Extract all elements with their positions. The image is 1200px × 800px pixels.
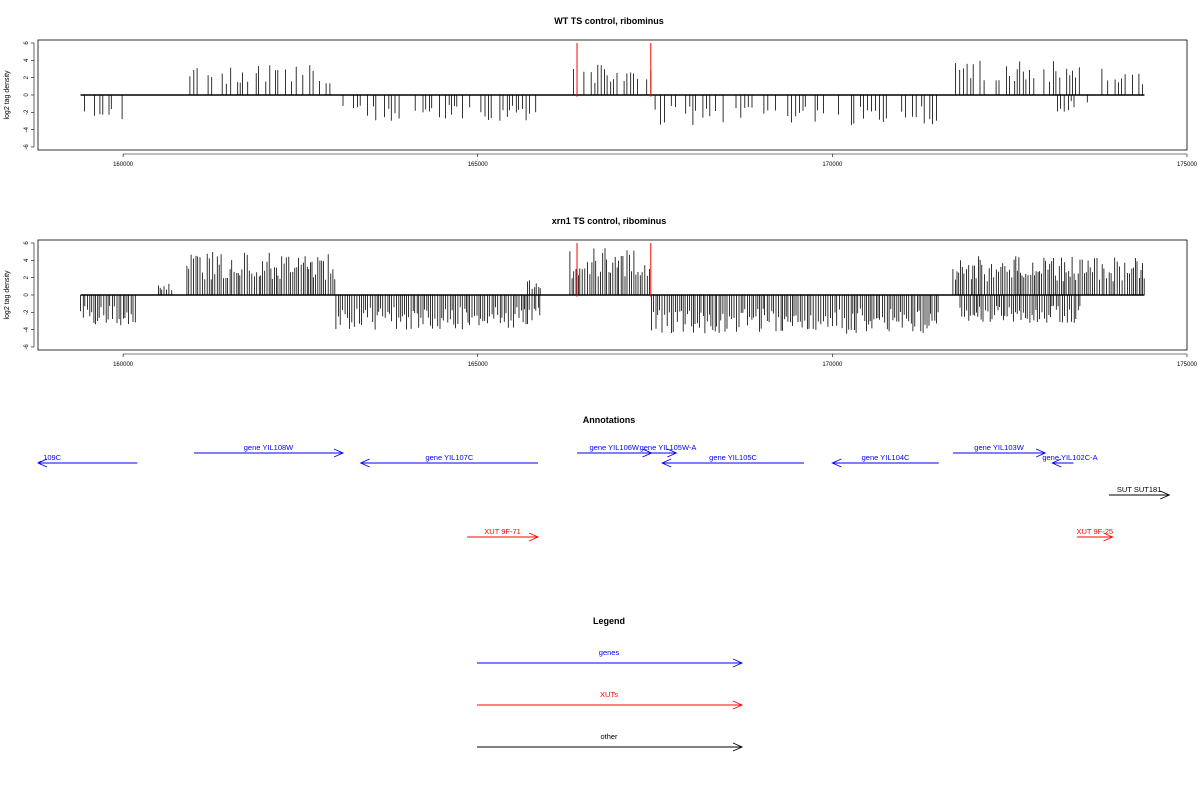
x-tick-label: 175000 xyxy=(1177,362,1198,368)
panel-title: WT TS control, ribominus xyxy=(554,16,664,26)
track-panel-wt: WT TS control, ribominus log2 tag densit… xyxy=(4,16,1198,168)
y-axis-label: log2 tag density xyxy=(4,70,11,120)
x-tick-label: 160000 xyxy=(113,362,134,368)
feature-label: gene YIL103W xyxy=(974,443,1024,452)
legend-title: Legend xyxy=(593,616,625,626)
axes: -6 -4 -2 0 2 4 6 160000 165000 170000 175000 xyxy=(24,241,1198,368)
panel-title: xrn1 TS control, ribominus xyxy=(552,216,667,226)
feature-label: gene YIL106W xyxy=(590,443,640,452)
feature-arrowhead xyxy=(1051,458,1062,468)
track-panel-xrn1: xrn1 TS control, ribominus log2 tag dens… xyxy=(4,216,1198,368)
feature-arrowhead xyxy=(831,458,842,468)
axes: -6 -4 -2 0 2 4 6 160000 165000 170000 175000 xyxy=(24,41,1198,168)
feature-arrowhead xyxy=(36,458,48,468)
bar-series xyxy=(80,243,1145,334)
y-tick-label: 6 xyxy=(24,41,30,45)
feature-label: XUT 9F-71 xyxy=(484,527,521,536)
feature-label: gene YIL105C xyxy=(709,453,757,462)
feature-label: gene YIL104C xyxy=(862,453,910,462)
y-tick-label: -2 xyxy=(24,309,30,315)
feature-label: gene YIL107C xyxy=(425,453,473,462)
y-tick-label: -4 xyxy=(24,126,30,132)
feature-arrowhead xyxy=(359,458,370,468)
legend-arrowhead xyxy=(732,658,744,668)
y-tick-label: -4 xyxy=(24,326,30,332)
legend-label: XUTs xyxy=(600,690,618,699)
y-tick-label: 0 xyxy=(24,93,30,97)
plot-frame xyxy=(37,39,1188,151)
y-tick-label: 4 xyxy=(24,258,30,262)
y-tick-label: -2 xyxy=(24,109,30,115)
y-tick-label: 2 xyxy=(24,75,30,79)
y-tick-label: 6 xyxy=(24,241,30,245)
feature-arrowhead xyxy=(667,448,678,458)
feature-arrowhead xyxy=(1035,448,1047,458)
feature-arrowhead xyxy=(1103,532,1114,542)
x-tick-label: 160000 xyxy=(113,162,134,168)
feature-label: gene YIL105W-A xyxy=(640,443,697,452)
y-tick-label: 4 xyxy=(24,58,30,62)
feature-label: XUT 9F-25 xyxy=(1077,527,1114,536)
legend-label: genes xyxy=(599,648,620,657)
x-tick-label: 170000 xyxy=(822,162,843,168)
legend-arrowhead xyxy=(732,700,744,710)
feature-label: gene YIL108W xyxy=(244,443,294,452)
legend-items: genes XUTs other xyxy=(477,648,744,752)
legend: Legend genes XUTs other xyxy=(477,616,744,752)
x-tick-label: 165000 xyxy=(468,162,489,168)
feature-label: SUT SUT181 xyxy=(1117,485,1161,494)
feature-arrowhead xyxy=(1160,490,1171,500)
plot-frame xyxy=(37,239,1188,351)
x-tick-label: 165000 xyxy=(468,362,489,368)
feature-label: gene YIL102C-A xyxy=(1042,453,1097,462)
y-tick-label: 0 xyxy=(24,293,30,297)
x-tick-label: 175000 xyxy=(1177,162,1198,168)
legend-label: other xyxy=(600,732,618,741)
annotation-features: _109C gene YIL108W gene YIL107C gene YIL106… xyxy=(36,443,1171,542)
y-axis-label: log2 tag density xyxy=(4,270,11,320)
y-tick-label: 2 xyxy=(24,275,30,279)
y-tick-label: -6 xyxy=(24,144,30,150)
feature-arrowhead xyxy=(528,532,540,542)
y-tick-label: -6 xyxy=(24,344,30,350)
legend-arrowhead xyxy=(732,742,744,752)
bar-series xyxy=(80,43,1145,126)
annotation-panel: Annotations _109C gene YIL108W gene YIL107… xyxy=(36,415,1171,542)
x-tick-label: 170000 xyxy=(822,362,843,368)
feature-arrowhead xyxy=(333,448,345,458)
annotations-title: Annotations xyxy=(583,415,636,425)
feature-arrowhead xyxy=(661,458,672,468)
feature-label: _109C xyxy=(38,453,62,462)
